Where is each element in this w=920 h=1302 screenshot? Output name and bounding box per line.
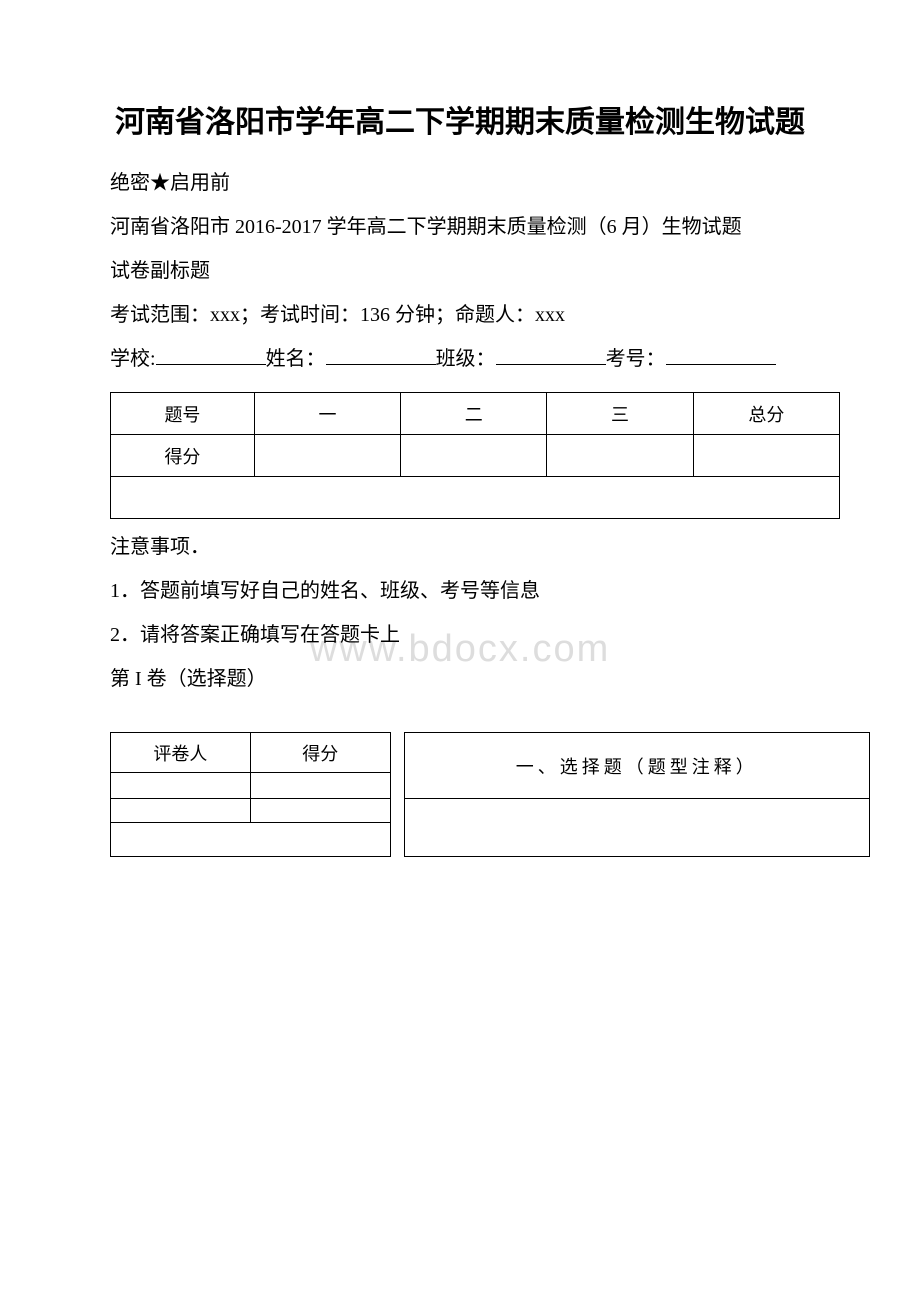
school-blank <box>156 341 266 365</box>
score-cell <box>693 435 839 477</box>
document-content: 河南省洛阳市学年高二下学期期末质量检测生物试题 绝密★启用前 河南省洛阳市 20… <box>70 100 850 857</box>
score-table: 题号 一 二 三 总分 得分 <box>110 392 840 519</box>
table-row: 得分 <box>111 435 840 477</box>
confidential-label: 绝密★启用前 <box>70 165 850 201</box>
table-row <box>111 477 840 519</box>
section-table: 评卷人 得分 一、选择题（题型注释） <box>110 732 870 857</box>
student-info-line: 学校: 姓名： 班级： 考号： <box>70 341 850 377</box>
exam-info: 考试范围：xxx；考试时间：136 分钟；命题人：xxx <box>70 297 850 333</box>
exam-name: 河南省洛阳市 2016-2017 学年高二下学期期末质量检测（6 月）生物试题 <box>70 209 850 245</box>
school-label: 学校: <box>110 348 156 370</box>
notice-1: 1．答题前填写好自己的姓名、班级、考号等信息 <box>70 573 850 609</box>
score-label: 得分 <box>111 435 255 477</box>
table-row: 题号 一 二 三 总分 <box>111 393 840 435</box>
table-row <box>111 799 870 823</box>
empty-cell <box>250 799 390 823</box>
id-blank <box>666 341 776 365</box>
score-label: 得分 <box>250 733 390 773</box>
score-cell <box>254 435 400 477</box>
spacer <box>390 733 404 857</box>
document-title: 河南省洛阳市学年高二下学期期末质量检测生物试题 <box>70 100 850 145</box>
score-cell <box>547 435 693 477</box>
empty-cell <box>111 773 251 799</box>
notice-2: 2．请将答案正确填写在答题卡上 <box>70 617 850 653</box>
notice-title: 注意事项． <box>70 529 850 565</box>
section-title: 一、选择题（题型注释） <box>404 733 869 799</box>
col-total: 总分 <box>693 393 839 435</box>
class-label: 班级： <box>436 348 496 370</box>
id-label: 考号： <box>606 348 666 370</box>
col-1: 一 <box>254 393 400 435</box>
col-3: 三 <box>547 393 693 435</box>
table-row: 评卷人 得分 一、选择题（题型注释） <box>111 733 870 773</box>
empty-cell <box>250 773 390 799</box>
question-number-label: 题号 <box>111 393 255 435</box>
empty-cell <box>111 799 251 823</box>
name-blank <box>326 341 436 365</box>
empty-cell <box>404 799 869 857</box>
empty-cell <box>111 823 391 857</box>
score-cell <box>401 435 547 477</box>
empty-row <box>111 477 840 519</box>
name-label: 姓名： <box>266 348 326 370</box>
class-blank <box>496 341 606 365</box>
part-1-label: 第 I 卷（选择题） <box>70 661 850 697</box>
subtitle: 试卷副标题 <box>70 253 850 289</box>
grader-label: 评卷人 <box>111 733 251 773</box>
col-2: 二 <box>401 393 547 435</box>
